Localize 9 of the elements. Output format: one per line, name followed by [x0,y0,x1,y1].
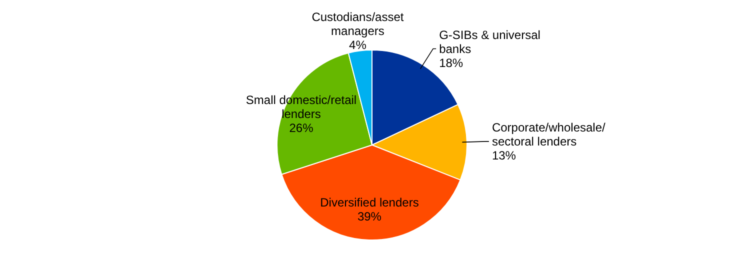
slice-label: Custodians/asset managers [312,10,404,38]
data-label: 26% [289,120,314,135]
slice-label: Diversified lenders [320,196,419,210]
slice-label: G-SIBs & universal banks [439,28,540,56]
data-label: 39% [357,210,382,224]
data-label: 4% [349,38,367,52]
data-label: 13% [492,148,516,162]
data-label: 18% [439,56,464,70]
slice-label: Corporate/wholesale/sectoral lenders [492,120,606,148]
